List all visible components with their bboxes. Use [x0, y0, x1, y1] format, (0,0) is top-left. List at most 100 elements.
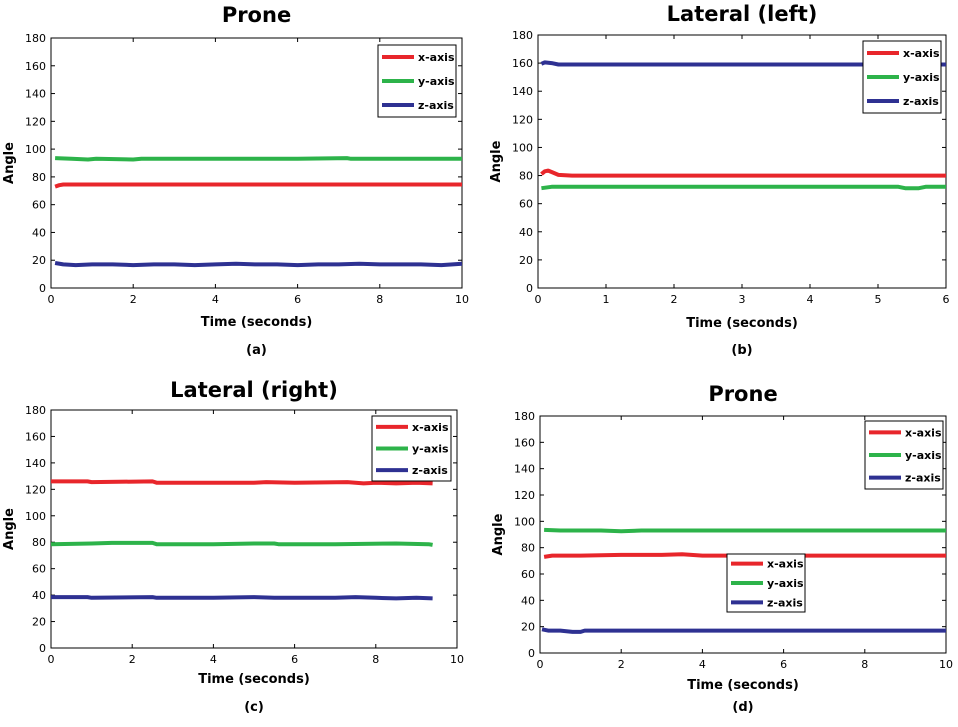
series-line-z-axis — [51, 595, 433, 601]
x-tick-label: 2 — [129, 653, 136, 666]
y-tick-label: 20 — [32, 616, 46, 629]
chart-title: Lateral (left) — [667, 2, 818, 26]
x-tick-label: 4 — [212, 293, 219, 306]
chart-panel-b: Lateral (left) 0 20 40 60 80 100 120 140 160 180 0 1… — [489, 2, 950, 358]
y-tick-label: 40 — [519, 226, 533, 239]
series-line-z-axis — [541, 627, 946, 634]
y-tick-label: 100 — [25, 143, 46, 156]
y-tick-label: 160 — [25, 430, 46, 443]
y-tick-label: 80 — [32, 536, 46, 549]
y-tick-label: 160 — [512, 57, 533, 70]
x-axis-label: Time (seconds) — [201, 315, 313, 330]
legend-entry-label: x-axis — [905, 426, 942, 439]
legend-entry-label: z-axis — [418, 99, 454, 112]
y-tick-label: 160 — [25, 60, 46, 73]
series-line-z-axis — [540, 60, 946, 67]
x-axis-label: Time (seconds) — [686, 316, 798, 331]
x-tick-label: 1 — [603, 293, 610, 306]
series-line-y-axis — [55, 156, 462, 162]
x-tick-label: 2 — [618, 658, 625, 671]
chart-panel-a: Prone 0 20 40 60 80 100 120 140 160 180 0 2 4 6 8 10 Time… — [2, 3, 469, 358]
y-tick-label: 40 — [32, 226, 46, 239]
x-tick-label: 4 — [699, 658, 706, 671]
x-tick-label: 0 — [535, 293, 542, 306]
y-tick-label: 80 — [32, 171, 46, 184]
y-tick-label: 60 — [32, 563, 46, 576]
chart-panel-d: Prone 0 20 40 60 80 100 120 140 160 180 0 2 4 6 8 10 Time… — [491, 382, 953, 715]
x-tick-label: 0 — [537, 658, 544, 671]
x-tick-label: 0 — [48, 293, 55, 306]
y-tick-label: 180 — [514, 410, 535, 423]
legend-entry-label: x-axis — [767, 558, 804, 571]
y-tick-label: 0 — [39, 282, 46, 295]
y-tick-label: 80 — [519, 170, 533, 183]
y-tick-label: 120 — [25, 115, 46, 128]
series-line-x-axis — [543, 552, 946, 559]
y-tick-label: 20 — [32, 254, 46, 267]
y-tick-label: 60 — [32, 199, 46, 212]
x-axis-label: Time (seconds) — [687, 678, 799, 693]
x-axis-label: Time (seconds) — [198, 672, 310, 687]
x-tick-label: 2 — [671, 293, 678, 306]
y-axis-label: Angle — [2, 142, 17, 184]
y-tick-label: 20 — [519, 254, 533, 267]
x-tick-label: 10 — [939, 658, 953, 671]
legend-entry-label: x-axis — [418, 51, 455, 64]
y-tick-label: 0 — [39, 642, 46, 655]
y-tick-label: 60 — [521, 568, 535, 581]
y-tick-label: 140 — [512, 85, 533, 98]
chart-title: Prone — [222, 3, 291, 27]
series-line-x-axis — [51, 479, 433, 486]
y-axis-label: Angle — [491, 513, 506, 555]
y-tick-label: 0 — [526, 282, 533, 295]
panel-label: (c) — [244, 700, 264, 715]
panel-label: (b) — [731, 343, 752, 358]
y-tick-label: 180 — [25, 404, 46, 417]
y-tick-label: 120 — [25, 483, 46, 496]
x-tick-label: 6 — [291, 653, 298, 666]
y-tick-label: 160 — [514, 436, 535, 449]
y-tick-label: 40 — [521, 594, 535, 607]
x-tick-label: 8 — [376, 293, 383, 306]
y-tick-label: 40 — [32, 589, 46, 602]
y-tick-label: 0 — [528, 647, 535, 660]
series-line-y-axis — [50, 540, 433, 547]
y-axis-label: Angle — [2, 508, 17, 550]
y-tick-label: 100 — [25, 510, 46, 523]
series-line-z-axis — [54, 261, 463, 268]
y-tick-label: 100 — [512, 141, 533, 154]
legend-entry-label: y-axis — [903, 71, 940, 84]
legend-entry-label: y-axis — [767, 577, 804, 590]
y-tick-label: 120 — [512, 113, 533, 126]
y-axis-label: Angle — [489, 140, 504, 182]
y-tick-label: 60 — [519, 198, 533, 211]
series-line-y-axis — [541, 184, 946, 191]
chart-title: Prone — [708, 382, 777, 406]
x-tick-label: 0 — [48, 653, 55, 666]
y-tick-label: 120 — [514, 489, 535, 502]
y-tick-label: 140 — [514, 463, 535, 476]
legend: x-axis y-axis z-axis — [864, 420, 944, 490]
x-tick-label: 6 — [943, 293, 950, 306]
legend-entry-label: y-axis — [412, 443, 449, 456]
y-tick-label: 140 — [25, 457, 46, 470]
y-tick-label: 180 — [512, 29, 533, 42]
x-tick-label: 4 — [210, 653, 217, 666]
y-tick-label: 100 — [514, 515, 535, 528]
x-tick-label: 8 — [861, 658, 868, 671]
legend-entry-label: y-axis — [905, 449, 942, 462]
legend: x-axis y-axis z-axis — [371, 415, 452, 482]
series-line-x-axis — [540, 168, 946, 178]
legend: x-axis y-axis z-axis — [377, 44, 457, 118]
legend-entry-label: z-axis — [767, 596, 803, 609]
panel-label: (d) — [732, 700, 753, 715]
legend-entry-label: y-axis — [418, 75, 455, 88]
x-tick-label: 6 — [294, 293, 301, 306]
panel-label: (a) — [246, 343, 267, 358]
legend-entry-label: x-axis — [903, 47, 940, 60]
y-tick-label: 180 — [25, 32, 46, 45]
chart-title: Lateral (right) — [170, 378, 338, 402]
legend-entry-label: z-axis — [903, 95, 939, 108]
x-tick-label: 4 — [807, 293, 814, 306]
